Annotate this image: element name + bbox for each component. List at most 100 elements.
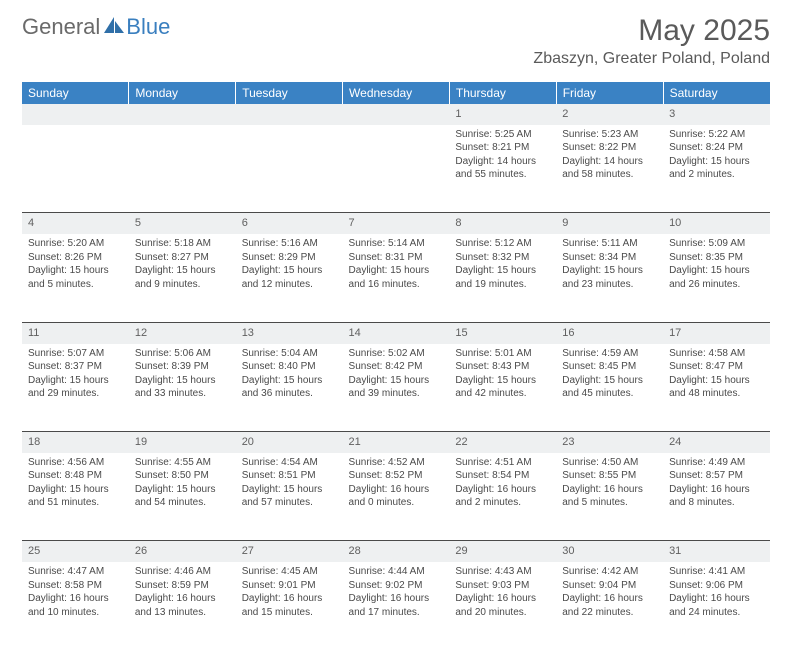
day-number-cell: 24 — [663, 432, 770, 453]
day-number-cell: 16 — [556, 322, 663, 343]
sunset-text: Sunset: 9:03 PM — [455, 579, 550, 593]
sunset-text: Sunset: 8:24 PM — [669, 141, 764, 155]
day-number-row: 25262728293031 — [22, 541, 770, 562]
daylight-text: Daylight: 16 hours and 24 minutes. — [669, 592, 764, 619]
sunrise-text: Sunrise: 4:43 AM — [455, 565, 550, 579]
daylight-text: Daylight: 15 hours and 42 minutes. — [455, 374, 550, 401]
sunset-text: Sunset: 8:39 PM — [135, 360, 230, 374]
sunrise-text: Sunrise: 5:02 AM — [349, 347, 444, 361]
day-number-cell: 20 — [236, 432, 343, 453]
sunrise-text: Sunrise: 4:46 AM — [135, 565, 230, 579]
sunset-text: Sunset: 8:31 PM — [349, 251, 444, 265]
day-number-cell — [343, 104, 450, 125]
daylight-text: Daylight: 14 hours and 58 minutes. — [562, 155, 657, 182]
day-content-cell: Sunrise: 4:55 AMSunset: 8:50 PMDaylight:… — [129, 453, 236, 541]
day-number-cell: 27 — [236, 541, 343, 562]
sunset-text: Sunset: 8:48 PM — [28, 469, 123, 483]
day-content-cell: Sunrise: 5:07 AMSunset: 8:37 PMDaylight:… — [22, 344, 129, 432]
sunset-text: Sunset: 9:06 PM — [669, 579, 764, 593]
sunrise-text: Sunrise: 5:06 AM — [135, 347, 230, 361]
daylight-text: Daylight: 15 hours and 29 minutes. — [28, 374, 123, 401]
day-number-cell: 29 — [449, 541, 556, 562]
daylight-text: Daylight: 16 hours and 15 minutes. — [242, 592, 337, 619]
daylight-text: Daylight: 16 hours and 0 minutes. — [349, 483, 444, 510]
sunrise-text: Sunrise: 4:44 AM — [349, 565, 444, 579]
location-label: Zbaszyn, Greater Poland, Poland — [533, 50, 770, 68]
sunset-text: Sunset: 8:43 PM — [455, 360, 550, 374]
brand-logo: General Blue — [22, 14, 170, 40]
sunrise-text: Sunrise: 5:14 AM — [349, 237, 444, 251]
day-number-cell: 1 — [449, 104, 556, 125]
sunset-text: Sunset: 9:01 PM — [242, 579, 337, 593]
sunrise-text: Sunrise: 5:01 AM — [455, 347, 550, 361]
sunrise-text: Sunrise: 4:59 AM — [562, 347, 657, 361]
day-content-cell: Sunrise: 5:20 AMSunset: 8:26 PMDaylight:… — [22, 234, 129, 322]
day-number-row: 18192021222324 — [22, 432, 770, 453]
daylight-text: Daylight: 15 hours and 48 minutes. — [669, 374, 764, 401]
day-number-cell — [129, 104, 236, 125]
daylight-text: Daylight: 15 hours and 16 minutes. — [349, 264, 444, 291]
sunset-text: Sunset: 8:54 PM — [455, 469, 550, 483]
day-number-cell: 11 — [22, 322, 129, 343]
sunrise-text: Sunrise: 5:04 AM — [242, 347, 337, 361]
sunset-text: Sunset: 9:04 PM — [562, 579, 657, 593]
day-number-cell: 3 — [663, 104, 770, 125]
calendar-table: SundayMondayTuesdayWednesdayThursdayFrid… — [22, 82, 770, 650]
day-content-cell: Sunrise: 5:23 AMSunset: 8:22 PMDaylight:… — [556, 125, 663, 213]
day-number-cell: 18 — [22, 432, 129, 453]
daylight-text: Daylight: 15 hours and 9 minutes. — [135, 264, 230, 291]
daylight-text: Daylight: 15 hours and 39 minutes. — [349, 374, 444, 401]
sunset-text: Sunset: 8:21 PM — [455, 141, 550, 155]
day-number-row: 123 — [22, 104, 770, 125]
sunset-text: Sunset: 8:55 PM — [562, 469, 657, 483]
sunrise-text: Sunrise: 4:49 AM — [669, 456, 764, 470]
sunrise-text: Sunrise: 4:50 AM — [562, 456, 657, 470]
sunrise-text: Sunrise: 5:11 AM — [562, 237, 657, 251]
daylight-text: Daylight: 16 hours and 8 minutes. — [669, 483, 764, 510]
page-title: May 2025 — [533, 14, 770, 48]
day-number-cell: 10 — [663, 213, 770, 234]
sunset-text: Sunset: 8:58 PM — [28, 579, 123, 593]
sunset-text: Sunset: 8:34 PM — [562, 251, 657, 265]
daylight-text: Daylight: 15 hours and 26 minutes. — [669, 264, 764, 291]
daylight-text: Daylight: 14 hours and 55 minutes. — [455, 155, 550, 182]
daylight-text: Daylight: 16 hours and 5 minutes. — [562, 483, 657, 510]
sunset-text: Sunset: 8:45 PM — [562, 360, 657, 374]
day-number-cell: 25 — [22, 541, 129, 562]
sunrise-text: Sunrise: 4:56 AM — [28, 456, 123, 470]
day-number-cell: 6 — [236, 213, 343, 234]
sunrise-text: Sunrise: 4:45 AM — [242, 565, 337, 579]
header: General Blue May 2025 Zbaszyn, Greater P… — [0, 0, 792, 74]
weekday-header: Monday — [129, 82, 236, 104]
day-content-cell: Sunrise: 4:59 AMSunset: 8:45 PMDaylight:… — [556, 344, 663, 432]
day-content-row: Sunrise: 5:20 AMSunset: 8:26 PMDaylight:… — [22, 234, 770, 322]
sunset-text: Sunset: 8:22 PM — [562, 141, 657, 155]
daylight-text: Daylight: 15 hours and 2 minutes. — [669, 155, 764, 182]
sunrise-text: Sunrise: 4:52 AM — [349, 456, 444, 470]
sunset-text: Sunset: 8:59 PM — [135, 579, 230, 593]
day-number-cell: 8 — [449, 213, 556, 234]
day-number-cell: 28 — [343, 541, 450, 562]
day-number-cell: 5 — [129, 213, 236, 234]
daylight-text: Daylight: 15 hours and 51 minutes. — [28, 483, 123, 510]
day-number-cell: 31 — [663, 541, 770, 562]
daylight-text: Daylight: 16 hours and 22 minutes. — [562, 592, 657, 619]
day-content-row: Sunrise: 5:25 AMSunset: 8:21 PMDaylight:… — [22, 125, 770, 213]
sunset-text: Sunset: 8:27 PM — [135, 251, 230, 265]
day-content-cell: Sunrise: 5:12 AMSunset: 8:32 PMDaylight:… — [449, 234, 556, 322]
day-content-cell: Sunrise: 4:52 AMSunset: 8:52 PMDaylight:… — [343, 453, 450, 541]
day-content-cell: Sunrise: 5:01 AMSunset: 8:43 PMDaylight:… — [449, 344, 556, 432]
day-content-cell: Sunrise: 4:47 AMSunset: 8:58 PMDaylight:… — [22, 562, 129, 650]
day-content-cell: Sunrise: 4:46 AMSunset: 8:59 PMDaylight:… — [129, 562, 236, 650]
day-number-cell: 21 — [343, 432, 450, 453]
brand-text-general: General — [22, 14, 100, 40]
day-content-cell — [22, 125, 129, 213]
weekday-header-row: SundayMondayTuesdayWednesdayThursdayFrid… — [22, 82, 770, 104]
sunrise-text: Sunrise: 5:25 AM — [455, 128, 550, 142]
weekday-header: Thursday — [449, 82, 556, 104]
day-number-cell — [236, 104, 343, 125]
daylight-text: Daylight: 15 hours and 54 minutes. — [135, 483, 230, 510]
day-content-row: Sunrise: 5:07 AMSunset: 8:37 PMDaylight:… — [22, 344, 770, 432]
sunrise-text: Sunrise: 5:20 AM — [28, 237, 123, 251]
weekday-header: Wednesday — [343, 82, 450, 104]
